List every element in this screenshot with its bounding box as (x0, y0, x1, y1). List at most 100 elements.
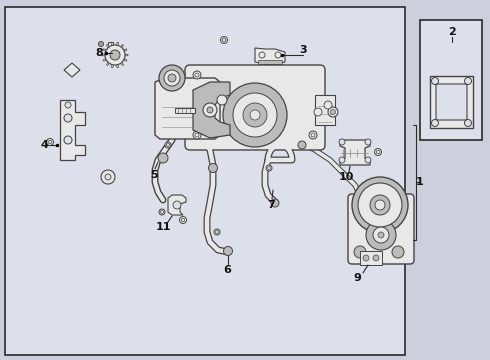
Bar (360, 251, 382, 265)
Circle shape (250, 110, 260, 120)
Circle shape (64, 136, 72, 144)
Circle shape (159, 209, 165, 215)
Circle shape (339, 157, 345, 163)
Text: 4: 4 (40, 140, 48, 150)
Circle shape (243, 103, 267, 127)
Text: 9: 9 (353, 273, 361, 283)
Circle shape (233, 93, 277, 137)
Text: 3: 3 (299, 45, 307, 55)
Circle shape (65, 102, 71, 108)
Polygon shape (123, 49, 127, 51)
Text: 8: 8 (95, 48, 103, 58)
Circle shape (432, 120, 439, 126)
Polygon shape (106, 62, 109, 66)
Circle shape (365, 157, 371, 163)
Polygon shape (125, 54, 128, 56)
FancyBboxPatch shape (185, 65, 325, 150)
Circle shape (373, 227, 389, 243)
Text: 2: 2 (448, 27, 456, 37)
Text: 6: 6 (223, 265, 231, 275)
Polygon shape (255, 48, 285, 65)
Polygon shape (102, 54, 105, 56)
Circle shape (64, 114, 72, 122)
Circle shape (173, 201, 181, 209)
Bar (175, 108, 195, 113)
Circle shape (324, 101, 332, 109)
Circle shape (465, 77, 471, 85)
Circle shape (314, 108, 322, 116)
Text: 7: 7 (267, 200, 275, 210)
Circle shape (181, 218, 185, 222)
Polygon shape (112, 42, 114, 45)
Circle shape (168, 74, 176, 82)
Circle shape (100, 43, 102, 45)
Circle shape (339, 139, 345, 145)
Bar (5, 7, 405, 355)
Circle shape (165, 142, 171, 148)
Circle shape (266, 165, 272, 171)
Circle shape (373, 255, 379, 261)
Circle shape (309, 131, 317, 139)
Circle shape (158, 153, 168, 163)
Polygon shape (123, 59, 127, 61)
Text: 11: 11 (155, 222, 171, 232)
Polygon shape (116, 42, 119, 45)
Bar (315, 95, 335, 125)
Circle shape (195, 73, 199, 77)
Circle shape (47, 139, 53, 145)
Circle shape (164, 70, 180, 86)
FancyBboxPatch shape (436, 84, 467, 120)
Polygon shape (116, 64, 119, 68)
Circle shape (193, 131, 201, 139)
Circle shape (354, 246, 366, 258)
Circle shape (214, 229, 220, 235)
Polygon shape (64, 63, 80, 77)
Circle shape (375, 200, 385, 210)
Circle shape (275, 52, 281, 58)
Polygon shape (168, 195, 186, 215)
Circle shape (209, 163, 218, 172)
Circle shape (378, 232, 384, 238)
Polygon shape (60, 100, 85, 160)
Circle shape (374, 148, 382, 156)
Polygon shape (193, 82, 230, 138)
Circle shape (220, 36, 227, 44)
Text: 5: 5 (150, 170, 158, 180)
Circle shape (217, 95, 227, 105)
Circle shape (358, 183, 402, 227)
Circle shape (203, 103, 217, 117)
Circle shape (298, 141, 306, 149)
Circle shape (161, 211, 164, 213)
Circle shape (195, 133, 199, 137)
Polygon shape (340, 140, 370, 165)
Circle shape (376, 150, 380, 154)
Circle shape (465, 120, 471, 126)
Text: 1: 1 (416, 177, 424, 187)
Circle shape (101, 170, 115, 184)
Polygon shape (106, 44, 109, 48)
Circle shape (216, 230, 219, 234)
Polygon shape (121, 62, 123, 66)
Bar (258, 60, 282, 64)
Text: 10: 10 (338, 172, 354, 182)
Circle shape (207, 107, 213, 113)
Circle shape (365, 139, 371, 145)
Circle shape (222, 38, 226, 42)
Circle shape (223, 247, 232, 256)
Circle shape (330, 109, 336, 114)
Bar (430, 76, 473, 128)
Circle shape (98, 41, 103, 46)
Circle shape (110, 50, 120, 60)
Circle shape (48, 140, 52, 144)
Polygon shape (112, 64, 114, 68)
Polygon shape (103, 49, 106, 51)
Polygon shape (103, 59, 106, 61)
Circle shape (370, 195, 390, 215)
Circle shape (271, 199, 279, 207)
FancyBboxPatch shape (348, 194, 414, 264)
Circle shape (363, 255, 369, 261)
Circle shape (328, 107, 338, 117)
Circle shape (167, 144, 170, 147)
Circle shape (366, 220, 396, 250)
Circle shape (259, 52, 265, 58)
